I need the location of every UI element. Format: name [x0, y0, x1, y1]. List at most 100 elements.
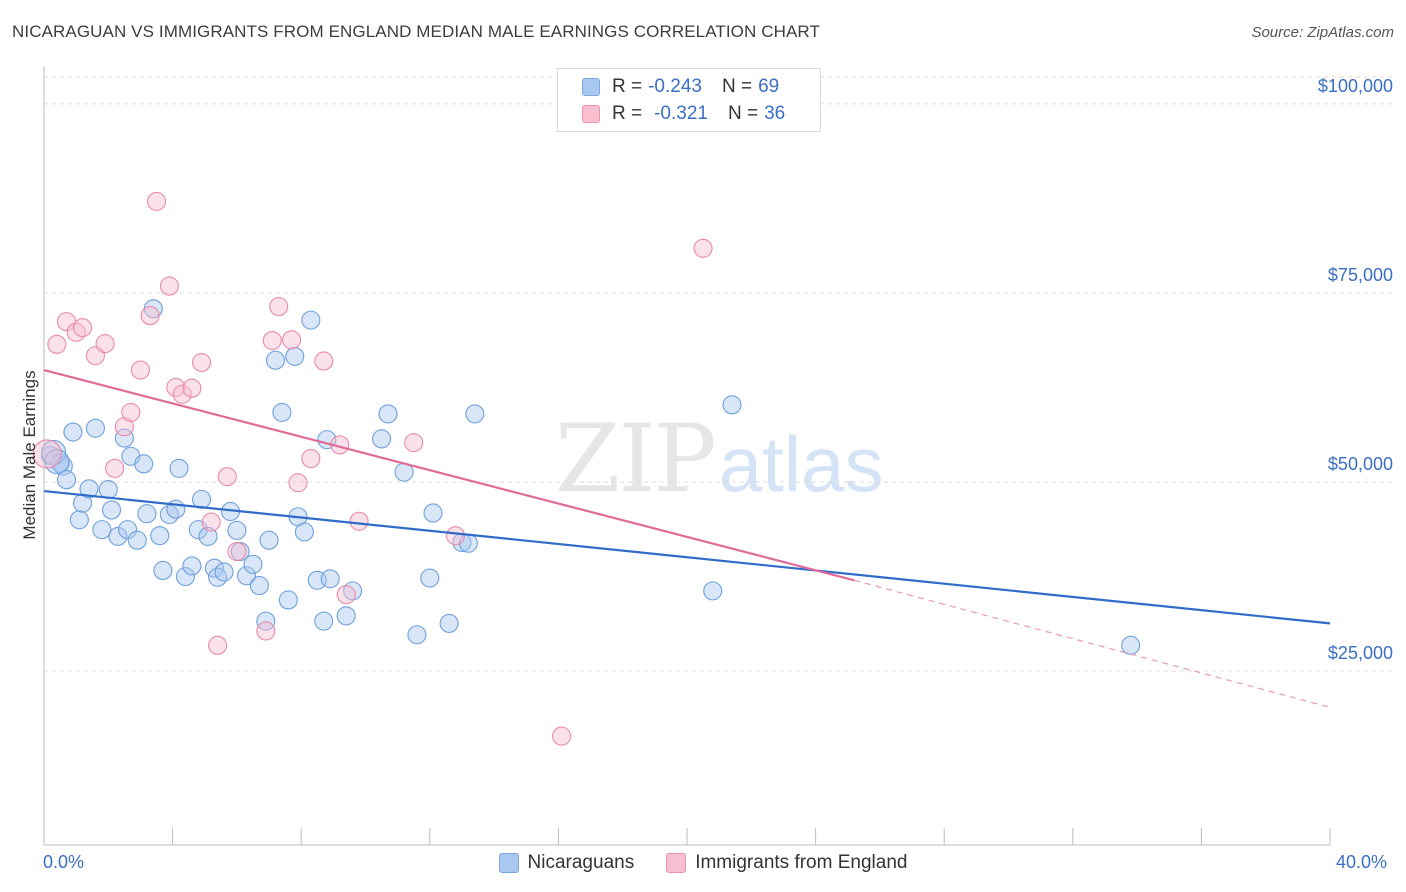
point-nicaraguans	[259, 530, 279, 550]
y-tick-label: $75,000	[1328, 265, 1393, 285]
legend-swatch-nicaraguans	[498, 853, 519, 873]
point-nicaraguans	[294, 522, 314, 542]
point-nicaraguans	[114, 428, 134, 448]
point-nicaraguans	[372, 429, 392, 449]
stats-swatch-nicaraguans	[582, 78, 600, 96]
point-nicaraguans	[208, 567, 228, 587]
point-nicaraguans	[243, 554, 263, 574]
point-england	[146, 191, 167, 211]
point-england	[336, 585, 356, 605]
stats-row-nicaraguans: R = -0.243 N = 69	[582, 74, 779, 100]
point-nicaraguans	[423, 503, 443, 523]
point-nicaraguans	[63, 422, 83, 442]
point-nicaraguans	[169, 458, 189, 478]
point-nicaraguans	[198, 526, 218, 546]
legend-item-nicaraguans: Nicaraguans	[498, 852, 635, 874]
point-england	[269, 296, 289, 317]
point-england	[95, 334, 115, 354]
point-nicaraguans	[272, 402, 292, 422]
point-nicaraguans	[108, 526, 128, 546]
point-nicaraguans	[722, 395, 742, 415]
point-england	[159, 276, 179, 296]
y-tick-label: $25,000	[1328, 643, 1393, 663]
point-england	[288, 473, 308, 493]
legend-label-nicaraguans: Nicaraguans	[527, 852, 635, 873]
trend-line-england	[43, 368, 855, 582]
point-nicaraguans	[118, 520, 138, 540]
n-label: N =	[727, 103, 759, 124]
point-nicaraguans	[407, 625, 427, 645]
point-nicaraguans	[56, 470, 77, 490]
y-tick-label: $50,000	[1328, 454, 1393, 474]
point-england	[191, 352, 212, 373]
point-nicaraguans	[227, 520, 247, 540]
point-nicaraguans	[256, 611, 276, 631]
point-nicaraguans	[439, 613, 459, 633]
legend-label-england: Immigrants from England	[695, 852, 908, 873]
point-nicaraguans	[182, 556, 202, 576]
point-nicaraguans	[285, 346, 305, 366]
point-england	[172, 384, 192, 404]
point-nicaraguans	[265, 350, 286, 370]
point-nicaraguans	[191, 489, 212, 509]
trend-line-nicaraguans	[43, 489, 1331, 625]
point-nicaraguans	[236, 566, 257, 586]
watermark-atlas: atlas	[718, 420, 884, 508]
point-nicaraguans	[703, 581, 723, 601]
point-nicaraguans	[301, 310, 321, 330]
point-england	[140, 306, 160, 326]
point-england	[217, 467, 237, 487]
point-england	[73, 318, 93, 338]
r-value: -0.321	[654, 103, 708, 124]
point-nicaraguans	[378, 404, 398, 424]
point-england	[47, 334, 67, 354]
point-nicaraguans	[336, 606, 356, 626]
watermark-zip: ZIP	[555, 405, 717, 514]
point-england	[208, 635, 228, 655]
legend-swatch-england	[666, 853, 687, 873]
point-nicaraguans	[214, 562, 234, 582]
point-nicaraguans	[134, 454, 154, 474]
point-england	[693, 238, 713, 258]
point-nicaraguans	[79, 479, 99, 499]
point-england	[201, 512, 221, 532]
x-tick-label-max: 40.0%	[1336, 852, 1388, 872]
point-england	[105, 458, 125, 478]
point-england	[349, 511, 369, 531]
point-england	[282, 330, 302, 350]
point-nicaraguans	[1121, 635, 1141, 655]
point-england	[32, 439, 62, 469]
point-england	[301, 448, 321, 469]
y-tick-label: $100,000	[1318, 76, 1393, 96]
point-england	[314, 351, 334, 371]
point-nicaraguans	[465, 404, 485, 424]
y-axis-label: Median Male Earnings	[20, 370, 39, 540]
n-value: 69	[758, 76, 780, 97]
point-england	[445, 526, 466, 546]
point-nicaraguans	[127, 530, 147, 550]
point-england	[121, 402, 141, 422]
point-nicaraguans	[314, 611, 334, 631]
point-nicaraguans	[153, 560, 173, 581]
point-nicaraguans	[249, 576, 269, 596]
point-nicaraguans	[175, 566, 196, 587]
stats-legend-box: R = -0.243 N = 69 R = -0.321 N = 36	[557, 68, 821, 132]
source-credit: Source: ZipAtlas.com	[1251, 24, 1394, 41]
point-nicaraguans	[320, 569, 340, 589]
r-value: -0.243	[648, 76, 702, 97]
point-nicaraguans	[85, 418, 105, 438]
point-england	[114, 417, 134, 437]
point-nicaraguans	[137, 504, 157, 524]
point-nicaraguans	[159, 504, 179, 525]
bottom-legend: Nicaraguans Immigrants from England	[0, 852, 1406, 874]
point-england	[256, 621, 276, 641]
r-label: R =	[612, 76, 643, 97]
point-england	[552, 726, 572, 746]
point-nicaraguans	[150, 526, 170, 546]
point-england	[404, 433, 424, 453]
point-england	[262, 330, 282, 351]
r-label: R =	[612, 103, 643, 124]
chart-title: NICARAGUAN VS IMMIGRANTS FROM ENGLAND ME…	[12, 22, 820, 41]
point-nicaraguans	[98, 479, 118, 500]
